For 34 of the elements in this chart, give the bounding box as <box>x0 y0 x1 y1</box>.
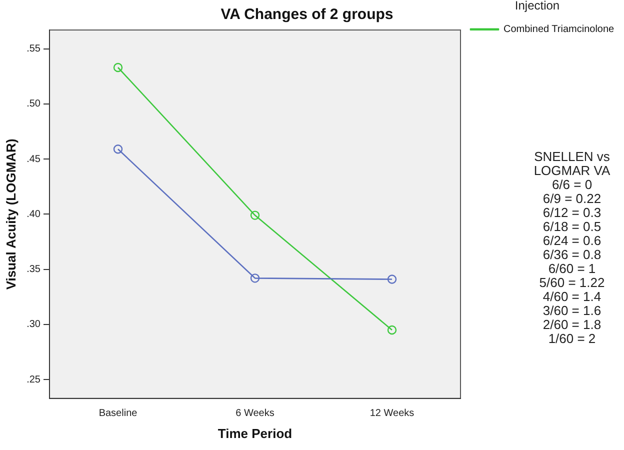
point <box>387 325 397 335</box>
text: 6/18 = 0.5 <box>542 219 602 234</box>
legend-label: Combined Triamcinolone <box>504 24 615 36</box>
point <box>250 274 260 283</box>
point <box>113 144 123 154</box>
text: 6/6 = 0 <box>550 177 594 192</box>
text: 6/12 = 0.3 <box>542 205 602 220</box>
text: 5/60 = 1.22 <box>538 275 606 290</box>
x-tick-label: Baseline <box>98 408 138 420</box>
y-tick-label: .35 <box>26 264 41 276</box>
x-tick-label: 6 Weeks <box>236 408 274 420</box>
y-tick-label: .30 <box>26 319 41 330</box>
text: 4/60 = 1.4 <box>542 289 602 304</box>
text: 6/36 = 0.8 <box>542 247 602 262</box>
legend-title: Injection <box>514 0 560 12</box>
x-tick-label: 12 Weeks <box>370 408 414 420</box>
text: 6/24 = 0.6 <box>542 233 602 248</box>
text: 6/9 = 0.22 <box>542 191 602 206</box>
text: 3/60 = 1.6 <box>542 303 602 318</box>
chart-title: VA Changes of 2 groups <box>220 6 394 24</box>
text: 6/60 = 1 <box>547 261 597 276</box>
y-tick-label: .40 <box>26 208 41 220</box>
text: SNELLEN vs LOGMAR VA <box>532 149 612 178</box>
point <box>113 62 123 72</box>
y-tick-label: .50 <box>26 98 41 110</box>
point <box>250 210 260 220</box>
y-tick-label: .45 <box>26 154 41 165</box>
y-axis-title: Visual Acuity (LOGMAR) <box>3 138 18 290</box>
text: 1/60 = 2 <box>547 331 597 346</box>
y-tick-label: .55 <box>26 44 41 54</box>
text: 2/60 = 1.8 <box>542 317 602 332</box>
y-tick-label: .25 <box>26 374 41 386</box>
x-axis-title: Time Period <box>218 426 292 441</box>
point <box>387 274 397 284</box>
